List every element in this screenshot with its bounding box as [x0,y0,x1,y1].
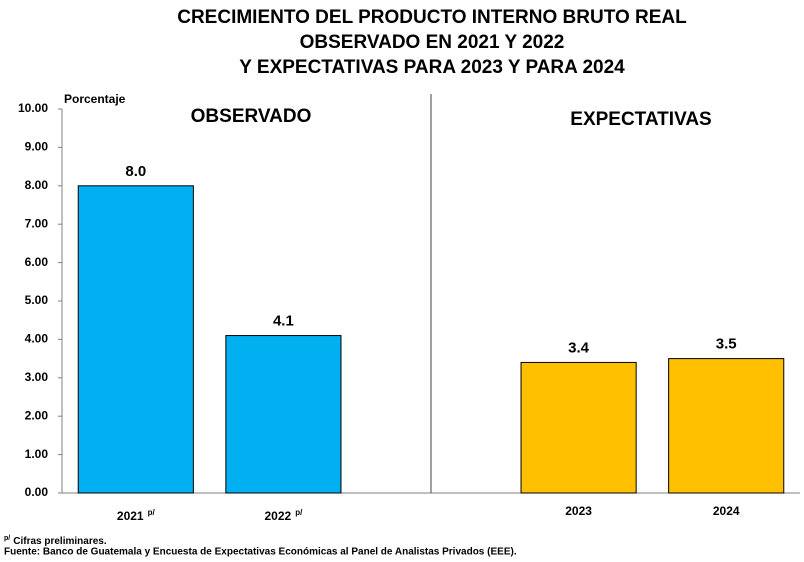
category: 2022 [264,509,291,523]
value-label: 3.5 [716,336,737,353]
section-label: EXPECTATIVAS [570,109,711,130]
y-tick-label: 8.00 [25,178,49,192]
y-tick-label: 6.00 [25,255,49,269]
source: Fuente: Banco de Guatemala y Encuesta de… [4,547,517,558]
bar [225,335,342,494]
footnote-text: Cifras preliminares. [13,536,107,547]
x-tick-label: 2024 [713,504,740,518]
y-tick-label: 1.00 [25,447,49,461]
category: 2021 [117,509,144,523]
x-tick-label: 2022 p/ [264,508,303,523]
x-tick-label: 2023 [565,504,592,518]
chart-title: OBSERVADO EN 2021 Y 2022 [300,32,565,53]
y-tick-label: 10.00 [18,101,48,115]
value-label: 3.4 [568,339,590,356]
y-tick-label: 7.00 [25,216,49,230]
bar [520,361,637,494]
category: 2023 [565,504,592,518]
y-tick-label: 4.00 [25,332,49,346]
category-mark: p/ [148,508,156,517]
section-label: OBSERVADO [191,106,312,127]
category-mark: p/ [295,508,303,517]
value-label: 4.1 [273,313,294,330]
chart-title: Y EXPECTATIVAS PARA 2023 Y PARA 2024 [239,57,625,78]
y-tick-label: 5.00 [25,293,49,307]
y-tick-label: 0.00 [25,485,49,499]
chart-title: CRECIMIENTO DEL PRODUCTO INTERNO BRUTO R… [177,7,687,28]
bar [77,185,194,494]
y-tick-label: 9.00 [25,140,49,154]
footnote-mark: p/ [4,535,10,542]
footnote: p/Cifras preliminares. [4,535,107,547]
bar [668,358,785,494]
value-label: 8.0 [125,163,146,180]
y-tick-label: 2.00 [25,408,49,422]
category: 2024 [713,504,740,518]
y-axis-label: Porcentaje [64,92,126,106]
x-tick-label: 2021 p/ [117,508,156,523]
y-tick-label: 3.00 [25,370,49,384]
